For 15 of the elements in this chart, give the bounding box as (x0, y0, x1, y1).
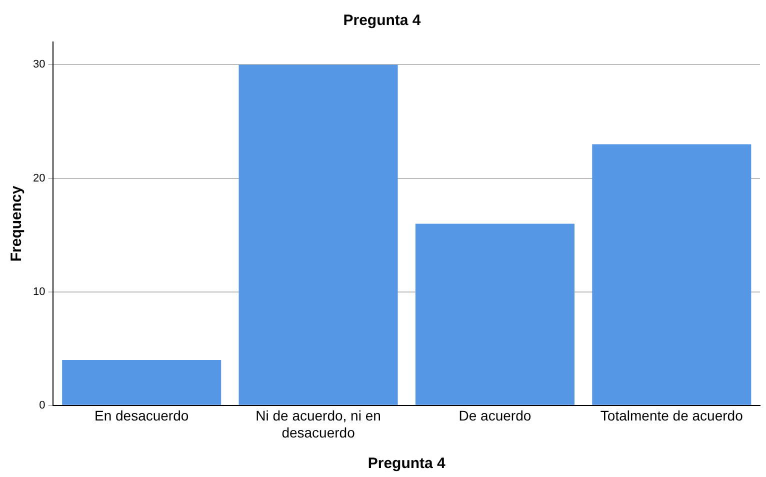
x-axis-title: Pregunta 4 (368, 455, 446, 472)
x-tick-label: En desacuerdo (94, 408, 189, 424)
chart-title: Pregunta 4 (343, 12, 422, 30)
x-tick-label: Ni de acuerdo, ni en desacuerdo (256, 408, 381, 440)
bar (415, 224, 574, 405)
y-tick-label: 10 (32, 286, 46, 298)
y-tick-label: 20 (32, 172, 46, 184)
bar (62, 360, 222, 405)
y-tick-label: 30 (32, 58, 46, 71)
bar (238, 64, 398, 405)
x-tick-label: Totalmente de acuerdo (600, 408, 744, 424)
x-tick-label: De acuerdo (458, 408, 532, 424)
bar (592, 144, 752, 405)
y-tick-label: 0 (39, 399, 46, 412)
y-axis-title: Frequency (8, 185, 26, 262)
